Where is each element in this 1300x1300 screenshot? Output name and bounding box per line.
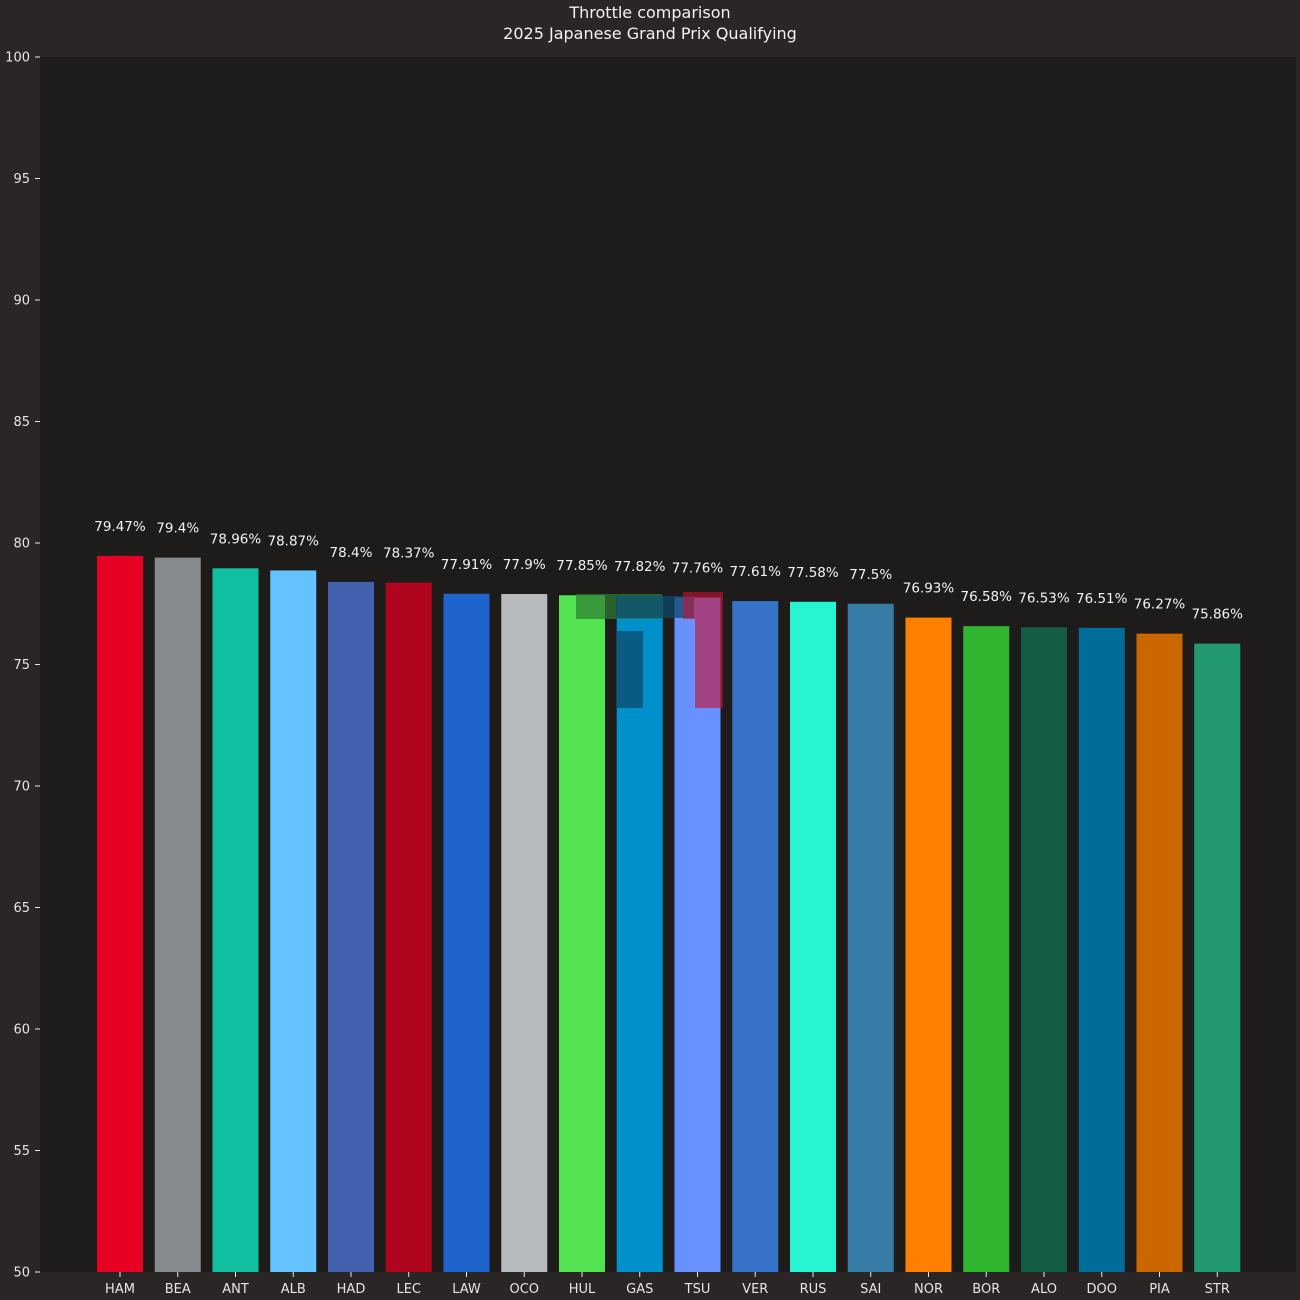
y-tick-label: 100 xyxy=(5,51,30,66)
chart-title: Throttle comparison xyxy=(568,3,730,22)
value-label: 77.82% xyxy=(614,559,666,575)
value-label: 77.85% xyxy=(556,558,608,574)
value-label: 76.53% xyxy=(1018,590,1070,606)
bar-had xyxy=(328,581,374,1272)
x-axis: HAM BEA ANT ALB HAD LEC LAW OCO HUL GAS TSU VER RUS S… xyxy=(105,1272,1230,1297)
y-tick-label: 70 xyxy=(13,780,30,795)
value-label: 78.96% xyxy=(210,531,262,547)
bar-str xyxy=(1194,643,1241,1272)
x-tick-label: ANT xyxy=(222,1282,249,1297)
bar-lec xyxy=(385,582,432,1272)
bar-bea xyxy=(154,557,201,1272)
value-label: 78.87% xyxy=(268,533,320,549)
x-tick-label: RUS xyxy=(800,1282,827,1297)
bar-hul xyxy=(559,595,605,1272)
bar-ant xyxy=(212,568,259,1272)
x-tick-label: HAD xyxy=(337,1282,366,1297)
bar-nor xyxy=(905,617,952,1272)
value-label: 77.76% xyxy=(672,560,724,576)
x-tick-label: PIA xyxy=(1149,1282,1170,1297)
value-label: 76.93% xyxy=(903,581,955,597)
value-label: 76.51% xyxy=(1076,591,1128,607)
bar-bor xyxy=(963,626,1010,1272)
x-tick-label: ALO xyxy=(1031,1282,1057,1297)
value-label: 76.58% xyxy=(961,589,1013,605)
chart-subtitle: 2025 Japanese Grand Prix Qualifying xyxy=(503,24,797,43)
bar-ver xyxy=(732,601,779,1272)
y-tick-label: 80 xyxy=(13,537,30,552)
value-label: 78.37% xyxy=(383,546,435,562)
y-tick-label: 50 xyxy=(13,1266,30,1281)
watermark-red-shape xyxy=(683,592,723,708)
value-labels-group: 79.47% 79.4% 78.96% 78.87% 78.4% 78.37% 77.91%… xyxy=(94,519,1243,623)
watermark-blue-stem xyxy=(616,631,643,708)
x-tick-label: LAW xyxy=(452,1282,481,1297)
x-tick-label: DOO xyxy=(1087,1282,1117,1297)
value-label: 76.27% xyxy=(1134,597,1186,613)
bar-alo xyxy=(1021,627,1067,1272)
y-tick-label: 95 xyxy=(13,172,30,187)
x-tick-label: TSU xyxy=(684,1282,711,1297)
y-tick-label: 90 xyxy=(13,294,30,309)
value-label: 77.91% xyxy=(441,557,493,573)
y-tick-label: 55 xyxy=(13,1144,30,1159)
bar-doo xyxy=(1078,627,1125,1272)
value-label: 77.9% xyxy=(503,557,546,573)
f1-logo-watermark xyxy=(576,592,723,708)
bars-group xyxy=(97,555,1241,1272)
x-tick-label: NOR xyxy=(914,1282,943,1297)
y-tick-label: 65 xyxy=(13,901,30,916)
bar-law xyxy=(443,593,490,1272)
value-label: 79.4% xyxy=(156,521,199,537)
x-tick-label: HAM xyxy=(105,1282,135,1297)
x-tick-label: HUL xyxy=(569,1282,596,1297)
value-label: 77.58% xyxy=(787,565,839,581)
value-label: 77.61% xyxy=(730,564,782,580)
bar-rus xyxy=(790,601,836,1272)
y-tick-label: 60 xyxy=(13,1023,30,1038)
bar-alb xyxy=(270,570,317,1272)
bar-pia xyxy=(1136,633,1183,1272)
bar-tsu xyxy=(674,597,721,1272)
watermark-blue-top xyxy=(616,596,694,618)
value-label: 78.4% xyxy=(330,545,373,561)
x-tick-label: BOR xyxy=(972,1282,1000,1297)
x-tick-label: LEC xyxy=(396,1282,421,1297)
y-tick-label: 75 xyxy=(13,658,30,673)
x-tick-label: BEA xyxy=(165,1282,191,1297)
y-axis: 50 55 60 65 70 75 80 85 90 95 100 xyxy=(5,51,40,1281)
x-tick-label: SAI xyxy=(860,1282,881,1297)
x-tick-label: OCO xyxy=(509,1282,539,1297)
x-tick-label: ALB xyxy=(281,1282,306,1297)
y-tick-label: 85 xyxy=(13,415,30,430)
x-tick-label: GAS xyxy=(626,1282,653,1297)
value-label: 75.86% xyxy=(1192,607,1244,623)
bar-ham xyxy=(97,555,143,1272)
x-tick-label: VER xyxy=(742,1282,768,1297)
bar-oco xyxy=(501,594,548,1272)
bar-gas xyxy=(616,595,663,1272)
value-label: 79.47% xyxy=(94,519,146,535)
value-label: 77.5% xyxy=(849,567,892,583)
bar-sai xyxy=(847,603,894,1272)
x-tick-label: STR xyxy=(1205,1282,1230,1297)
